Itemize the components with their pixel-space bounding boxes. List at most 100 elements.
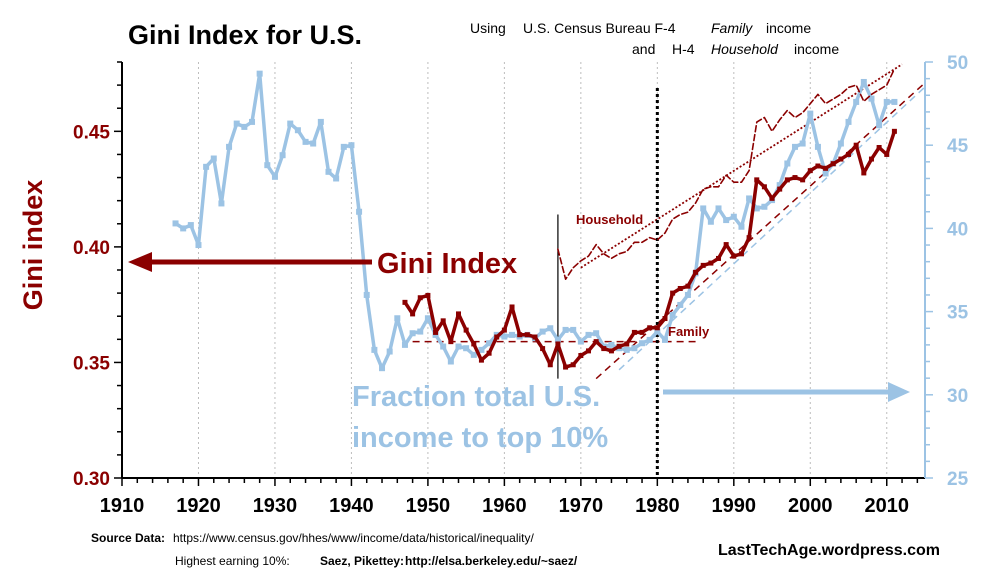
family-point (639, 329, 645, 335)
top10-point (669, 311, 676, 318)
top10-point (271, 173, 278, 180)
top10-point (891, 98, 898, 105)
family-point (662, 316, 668, 322)
top10-point (210, 155, 217, 162)
family-point (555, 341, 561, 347)
family-point (677, 285, 683, 291)
family-point (693, 269, 699, 275)
family-point (540, 346, 546, 352)
fraction-label-line-1: Fraction total U.S. (352, 381, 600, 413)
subtitle-and: and (632, 41, 655, 57)
top10-point (554, 336, 561, 343)
top10-point (539, 328, 546, 335)
top10-point (845, 118, 852, 125)
top10-point (401, 341, 408, 348)
family-point (670, 290, 676, 296)
source-line2-url: http://elsa.berkeley.edu/~saez/ (405, 554, 578, 568)
top10-point (746, 195, 753, 202)
ticks: 0.30 0.35 0.40 0.45 25 30 35 40 45 50 1910 1920 1930… (73, 53, 969, 517)
top10-point (371, 346, 378, 353)
gini-index-arrow-head (128, 252, 152, 272)
family-point (448, 339, 454, 345)
top10-point (593, 330, 600, 337)
family-point (631, 329, 637, 335)
family-point (471, 341, 477, 347)
top10-point (807, 110, 814, 117)
family-point (838, 156, 844, 162)
source-url: https://www.census.gov/hhes/www/income/d… (173, 531, 535, 545)
family-point (517, 332, 523, 338)
top10-point (761, 203, 768, 210)
family-point (754, 177, 760, 183)
subtitle-household-em: Household (711, 41, 779, 57)
family-point (716, 255, 722, 261)
family-point (891, 128, 897, 134)
family-point (402, 299, 408, 305)
top10-point (455, 343, 462, 350)
top10-point (233, 120, 240, 127)
top10-point (287, 120, 294, 127)
family-point (563, 364, 569, 370)
top10-point (585, 331, 592, 338)
family-point (807, 168, 813, 174)
top10-point (447, 358, 454, 365)
x-tick-label: 1920 (176, 495, 221, 517)
family-point (601, 346, 607, 352)
top10-point (409, 330, 416, 337)
top10-point (279, 152, 286, 159)
right-tick-label: 45 (947, 136, 969, 157)
top10-point (661, 336, 668, 343)
left-tick-label: 0.30 (73, 469, 110, 490)
top10-point (363, 291, 370, 298)
family-point (868, 156, 874, 162)
x-tick-label: 2010 (865, 495, 910, 517)
family-point (685, 283, 691, 289)
top10-point (738, 223, 745, 230)
family-label: Family (668, 324, 710, 339)
family-point (570, 362, 576, 368)
family-point (884, 151, 890, 157)
top10-point (837, 140, 844, 147)
top10-point (876, 122, 883, 129)
family-point (784, 177, 790, 183)
top10-point (853, 98, 860, 105)
family-point (616, 343, 622, 349)
series-family (402, 128, 897, 370)
top10-point (730, 213, 737, 220)
top10-point (822, 170, 829, 177)
family-point (532, 334, 538, 340)
x-tick-label: 1950 (406, 495, 451, 517)
right-tick-label: 50 (947, 53, 968, 74)
x-tick-label: 2000 (788, 495, 833, 517)
top10-point (784, 160, 791, 167)
top10-point (486, 340, 493, 347)
source-label: Source Data: (91, 531, 165, 545)
household-label: Household (576, 212, 643, 227)
top10-point (470, 351, 477, 358)
subtitle-using: Using (470, 20, 506, 36)
fraction-label-line-2: income to top 10% (352, 422, 608, 454)
family-point (410, 311, 416, 317)
top10-point (294, 127, 301, 134)
left-tick-label: 0.45 (73, 122, 110, 143)
top10-point (180, 225, 187, 232)
family-point (486, 350, 492, 356)
top10-point (203, 163, 210, 170)
family-point (624, 341, 630, 347)
right-tick-label: 25 (947, 469, 969, 490)
family-point (853, 142, 859, 148)
household-line (557, 68, 896, 281)
top10-point (570, 326, 577, 333)
top10-point (172, 220, 179, 227)
top10-point (325, 168, 332, 175)
top10-point (379, 365, 386, 372)
top10-point (799, 140, 806, 147)
series-household (557, 68, 896, 281)
subtitle-line-2: and H-4 Household income (632, 41, 839, 57)
top10-point (677, 301, 684, 308)
subtitle-household-tail: income (794, 41, 839, 57)
top10-point (264, 162, 271, 169)
family-point (455, 311, 461, 317)
family-point (417, 295, 423, 301)
